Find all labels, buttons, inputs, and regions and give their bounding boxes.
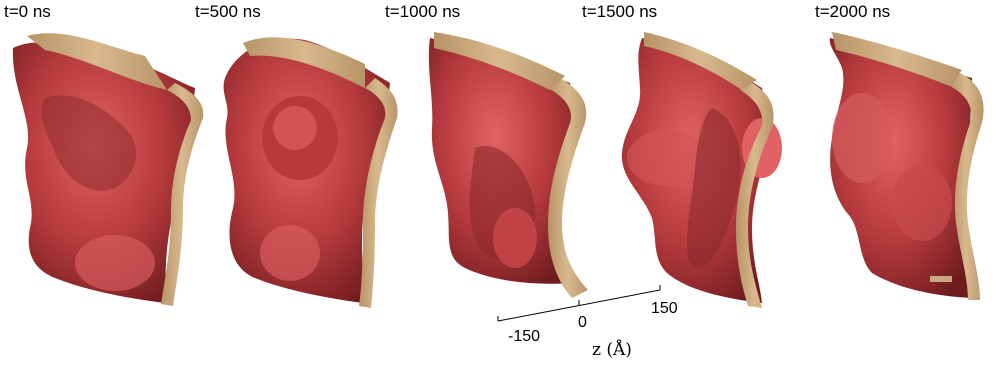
membrane-surface-t500	[223, 37, 398, 308]
panel-0-time-label: t=0 ns	[4, 2, 51, 21]
panel-3-time-label: t=1500 ns	[582, 2, 658, 21]
membrane-surface-t2000	[829, 32, 984, 300]
membrane-surface-t0	[12, 33, 204, 306]
membrane-surface-t1000	[428, 32, 588, 298]
panel-4-time-label: t=2000 ns	[815, 2, 891, 21]
panel-1-time-label: t=500 ns	[195, 2, 261, 21]
z-axis-tick-150: 150	[651, 300, 678, 317]
z-axis-title: z (Å)	[592, 340, 632, 360]
z-axis-tick-0: 0	[578, 314, 587, 331]
panel-2-time-label: t=1000 ns	[385, 2, 461, 21]
membrane-surface-t1500	[621, 32, 782, 308]
z-axis-tick--150: -150	[508, 328, 541, 345]
z-axis	[497, 285, 661, 322]
